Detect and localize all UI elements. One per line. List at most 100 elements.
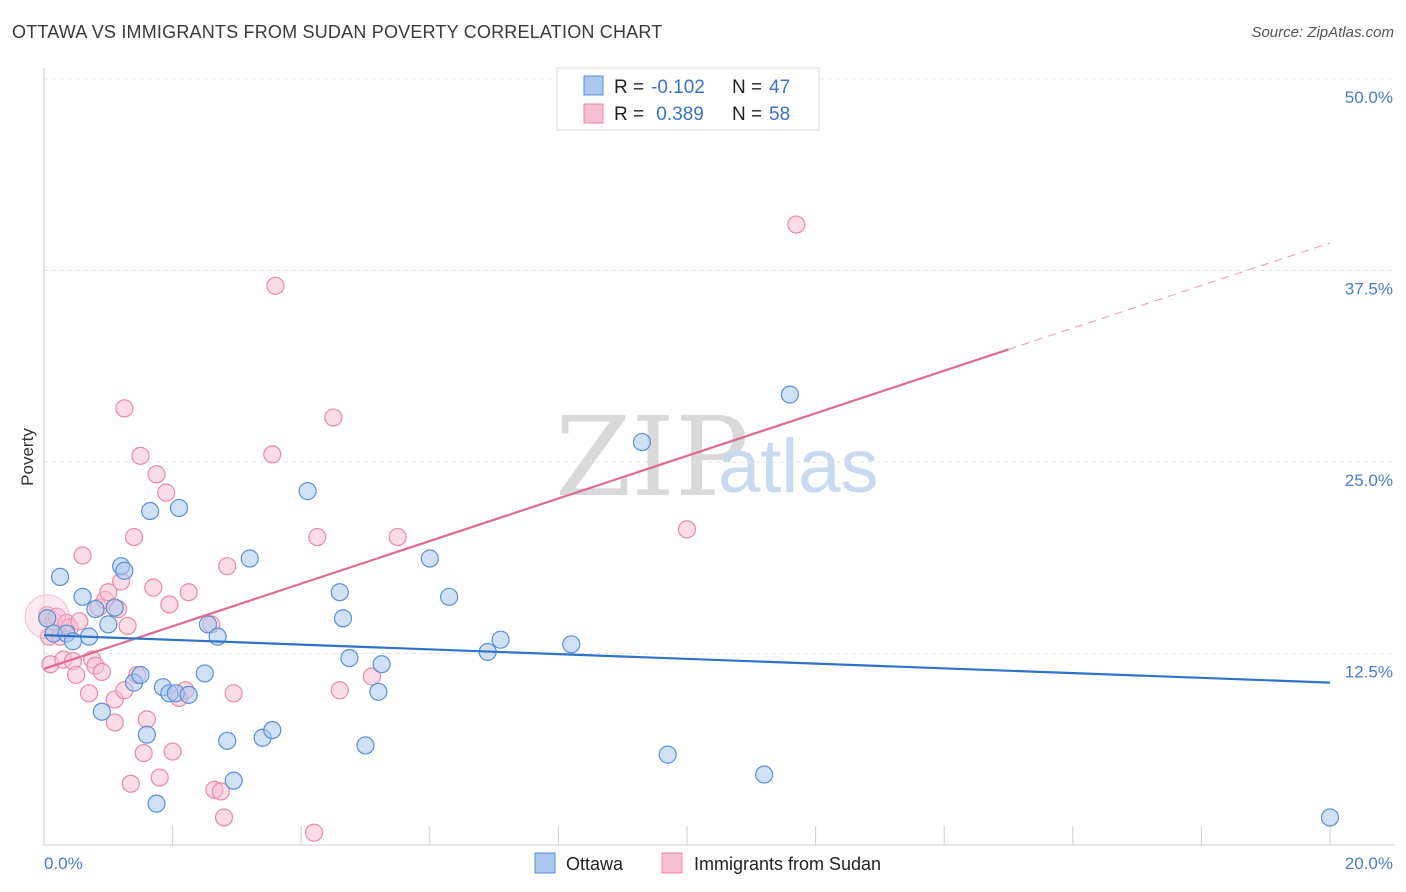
x-tick-marks: [43, 826, 1331, 845]
point-ottawa-2: [50, 567, 70, 587]
point-sudan-21: [105, 713, 124, 732]
point-ottawa-21: [169, 498, 189, 518]
point-sudan-54: [388, 527, 407, 547]
bottom-legend-swatch-ottawa: [534, 852, 556, 874]
point-sudan-53: [362, 667, 382, 686]
trend-line-sudan-extension: [1008, 242, 1331, 350]
point-sudan-19: [99, 583, 118, 602]
point-ottawa-39: [439, 587, 459, 606]
point-ottawa-15: [137, 725, 156, 744]
point-sudan-51: [324, 408, 343, 427]
bottom-legend-label-ottawa: Ottawa: [566, 854, 624, 874]
bottom-legend-label-sudan: Immigrants from Sudan: [694, 854, 881, 874]
point-sudan-33: [147, 465, 166, 484]
point-sudan-26: [121, 774, 140, 793]
legend-n-label-ottawa: N =: [732, 77, 762, 98]
y-axis-label: Poverty: [18, 428, 37, 486]
point-sudan-36: [160, 595, 179, 614]
point-sudan-56: [787, 215, 806, 234]
point-ottawa-33: [333, 609, 353, 628]
point-ottawa-34: [340, 648, 359, 668]
point-ottawa-8: [92, 702, 111, 721]
y-tick-label-3: 50.0%: [1345, 88, 1393, 107]
trend-line-ottawa: [43, 634, 1331, 684]
point-ottawa-28: [240, 549, 259, 568]
legend-n-value-sudan: 58: [769, 104, 790, 125]
grid-lines: [44, 78, 1395, 654]
y-tick-label-1: 25.0%: [1345, 471, 1393, 490]
point-sudan-40: [179, 583, 198, 602]
chart-title: OTTAWA VS IMMIGRANTS FROM SUDAN POVERTY …: [12, 22, 663, 42]
point-ottawa-16: [140, 501, 160, 521]
legend-r-label-ottawa: R =: [614, 77, 644, 98]
point-ottawa-32: [330, 583, 349, 602]
legend-r-value-ottawa: -0.102: [651, 77, 705, 98]
point-sudan-37: [163, 742, 182, 761]
point-ottawa-9: [99, 615, 118, 634]
point-ottawa-36: [369, 682, 388, 701]
point-sudan-47: [263, 445, 282, 464]
point-sudan-17: [92, 662, 111, 681]
point-ottawa-42: [562, 635, 581, 654]
point-sudan-35: [157, 483, 176, 502]
series-sudan-points: [24, 215, 806, 842]
y-tick-label-0: 12.5%: [1345, 663, 1393, 682]
point-ottawa-44: [658, 745, 677, 764]
point-ottawa-38: [420, 549, 439, 568]
point-ottawa-47: [1320, 808, 1340, 827]
point-sudan-52: [330, 681, 349, 700]
point-ottawa-37: [372, 655, 391, 674]
point-ottawa-0: [38, 609, 57, 628]
y-tick-labels: 12.5% 25.0% 37.5% 50.0%: [1345, 88, 1393, 682]
point-sudan-57: [115, 399, 134, 418]
x-tick-label-max: 20.0%: [1345, 854, 1393, 873]
point-ottawa-30: [263, 720, 282, 740]
point-ottawa-23: [195, 664, 214, 683]
point-sudan-48: [266, 276, 285, 295]
bottom-legend-swatch-sudan: [661, 852, 683, 874]
x-tick-label-min: 0.0%: [44, 854, 83, 873]
point-ottawa-26: [218, 731, 237, 750]
bottom-legend: Ottawa Immigrants from Sudan: [534, 852, 881, 874]
point-sudan-29: [131, 446, 150, 465]
point-sudan-31: [137, 710, 156, 729]
point-sudan-50: [308, 527, 327, 547]
point-ottawa-5: [73, 587, 92, 606]
watermark: ZIP atlas: [555, 393, 879, 521]
point-ottawa-17: [147, 794, 166, 813]
point-ottawa-35: [356, 736, 375, 755]
point-sudan-34: [150, 768, 169, 787]
point-sudan-10: [67, 665, 86, 685]
legend-n-value-ottawa: 47: [769, 77, 790, 98]
point-sudan-30: [134, 743, 153, 763]
legend-box: R = -0.102 N = 47 R = 0.389 N = 58: [556, 67, 820, 131]
legend-r-label-sudan: R =: [614, 104, 644, 125]
axes: [43, 68, 1395, 846]
point-ottawa-45: [755, 765, 774, 784]
point-ottawa-41: [491, 630, 510, 649]
point-sudan-27: [124, 527, 144, 547]
point-sudan-11: [70, 612, 89, 631]
point-ottawa-12: [115, 561, 134, 580]
watermark-zip: ZIP: [555, 393, 749, 521]
legend-swatch-sudan: [583, 103, 604, 124]
point-sudan-46: [224, 684, 243, 703]
point-ottawa-10: [105, 598, 124, 617]
point-ottawa-43: [632, 432, 652, 452]
point-ottawa-14: [131, 665, 150, 685]
trend-line-sudan: [43, 348, 1009, 670]
point-sudan-32: [144, 578, 163, 597]
point-sudan-43: [211, 782, 230, 801]
trend-lines: [43, 242, 1331, 684]
point-sudan-44: [214, 808, 234, 827]
point-ottawa-24: [198, 615, 218, 634]
series-ottawa-points: [38, 385, 1340, 827]
x-tick-labels: 0.0% 20.0%: [44, 854, 1393, 873]
source-credit: Source: ZipAtlas.com: [1251, 24, 1394, 41]
point-sudan-13: [79, 684, 99, 703]
y-tick-label-2: 37.5%: [1345, 280, 1393, 299]
legend-r-value-sudan: 0.389: [651, 104, 704, 125]
legend-swatch-ottawa: [583, 75, 604, 96]
point-ottawa-22: [179, 685, 198, 704]
